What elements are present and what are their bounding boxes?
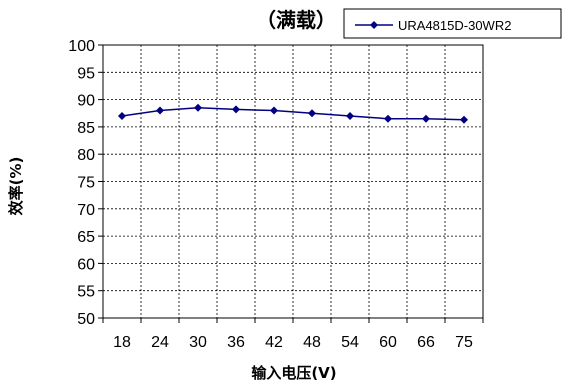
y-tick-label: 85 bbox=[77, 120, 95, 137]
y-tick-label: 65 bbox=[77, 229, 95, 246]
gridlines bbox=[103, 45, 483, 318]
x-tick-label: 60 bbox=[379, 334, 397, 351]
legend-marker bbox=[370, 21, 378, 29]
legend: URA4815D-30WR2 bbox=[343, 8, 562, 39]
y-tick-label: 80 bbox=[77, 147, 95, 164]
data-point bbox=[308, 109, 316, 118]
y-axis-ticks: 50 55 60 65 70 75 80 85 90 95 100 bbox=[68, 38, 103, 328]
data-point bbox=[346, 111, 354, 120]
x-tick-label: 30 bbox=[189, 334, 207, 351]
data-point bbox=[232, 105, 240, 114]
x-tick-label: 24 bbox=[151, 334, 169, 351]
y-tick-label: 95 bbox=[77, 65, 95, 82]
data-point bbox=[422, 114, 430, 123]
legend-label: URA4815D-30WR2 bbox=[398, 18, 511, 33]
y-tick-label: 90 bbox=[77, 93, 95, 110]
y-tick-label: 50 bbox=[77, 311, 95, 328]
x-axis-ticks: 18 24 30 36 42 48 54 60 66 75 bbox=[102, 318, 484, 351]
x-axis-title: 输入电压(V) bbox=[251, 364, 336, 382]
y-tick-label: 55 bbox=[77, 284, 95, 301]
x-tick-label: 75 bbox=[455, 334, 473, 351]
x-tick-label: 48 bbox=[303, 334, 321, 351]
chart-title: （满载） bbox=[256, 8, 336, 32]
x-tick-label: 36 bbox=[227, 334, 245, 351]
series-efficiency bbox=[118, 103, 468, 124]
x-tick-label: 66 bbox=[417, 334, 435, 351]
y-tick-label: 100 bbox=[68, 38, 95, 55]
legend-box bbox=[343, 8, 562, 39]
data-point bbox=[118, 111, 126, 120]
data-point bbox=[194, 103, 202, 112]
y-tick-label: 70 bbox=[77, 202, 95, 219]
y-tick-label: 60 bbox=[77, 256, 95, 273]
data-point bbox=[384, 114, 392, 123]
series-line bbox=[121, 107, 465, 121]
data-point bbox=[270, 106, 278, 115]
x-tick-label: 54 bbox=[341, 334, 359, 351]
y-tick-label: 75 bbox=[77, 175, 95, 192]
data-point bbox=[156, 106, 164, 115]
data-point bbox=[460, 115, 468, 124]
y-axis-title: 效率(%) bbox=[7, 157, 25, 216]
x-tick-label: 18 bbox=[113, 334, 131, 351]
x-tick-label: 42 bbox=[265, 334, 283, 351]
